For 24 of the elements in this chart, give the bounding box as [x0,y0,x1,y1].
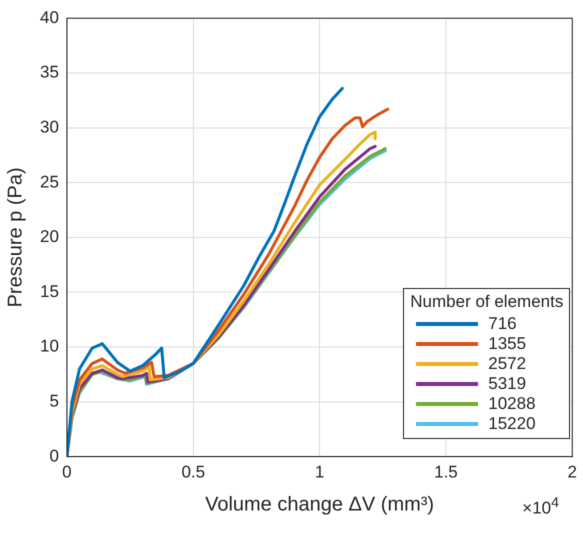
y-tick-label: 30 [40,117,59,136]
y-tick-label: 15 [40,282,59,301]
y-tick-label: 20 [40,227,59,246]
y-tick-label: 40 [40,8,59,27]
legend-label: 716 [488,314,517,334]
x-tick-label: 1.5 [434,462,458,482]
x-tick-label: 0 [62,462,72,482]
legend-label: 5319 [488,374,526,394]
y-tick-label: 25 [40,172,59,192]
y-tick-label: 0 [49,446,59,466]
x-tick-label: 0.5 [181,462,206,482]
legend-title: Number of elements [410,292,564,312]
legend-label: 15220 [488,414,536,434]
y-tick-label: 10 [40,336,59,356]
legend-label: 2572 [488,354,526,374]
legend-label: 10288 [488,394,536,414]
y-tick-label: 35 [40,62,59,82]
legend-label: 1355 [488,334,526,354]
x-tick-label: 1 [314,462,324,482]
x-axis-title: Volume change ΔV (mm³) [205,494,434,516]
x-tick-label: 2 [568,462,578,482]
y-axis-title: Pressure p (Pa) [4,167,27,308]
y-tick-label: 5 [49,391,59,410]
text: ×10$^{4}$ [522,494,559,518]
